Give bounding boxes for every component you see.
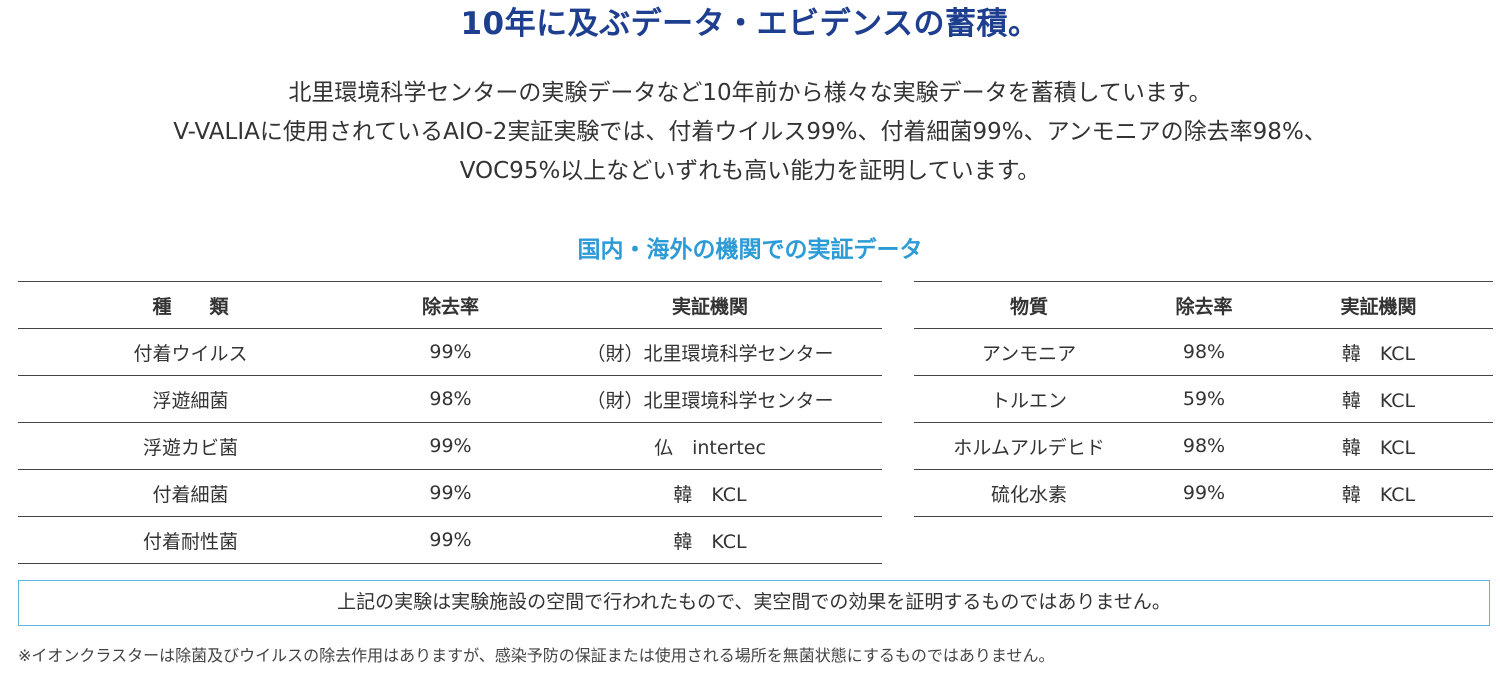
- substance-cell: トルエン: [914, 375, 1144, 423]
- institution-cell: 韓 KCL: [1264, 328, 1493, 376]
- rate-cell: 98%: [1144, 422, 1264, 470]
- table-row: 浮遊カビ菌 99% 仏 intertec: [18, 422, 882, 470]
- type-cell: 付着耐性菌: [18, 516, 363, 564]
- table-header-row: 種 類 除去率 実証機関: [18, 281, 882, 329]
- institution-cell: （財）北里環境科学センター: [538, 328, 882, 376]
- rate-cell: 59%: [1144, 375, 1264, 423]
- table-row: 浮遊細菌 98% （財）北里環境科学センター: [18, 375, 882, 423]
- intro-line-1: 北里環境科学センターの実験データなど10年前から様々な実験データを蓄積しています…: [288, 80, 1212, 106]
- table-header-row: 物質 除去率 実証機関: [914, 281, 1493, 329]
- footnote: ※イオンクラスターは除菌及びウイルスの除去作用はありますが、感染予防の保証または…: [18, 646, 1055, 665]
- section-title: 国内・海外の機関での実証データ: [577, 237, 923, 263]
- rate-cell: 99%: [1144, 469, 1264, 517]
- table-row: ホルムアルデヒド 98% 韓 KCL: [914, 422, 1493, 470]
- substance-cell: アンモニア: [914, 328, 1144, 376]
- rate-cell: 99%: [363, 469, 538, 517]
- institution-cell: 仏 intertec: [538, 422, 882, 470]
- header-type: 種 類: [18, 281, 363, 329]
- institution-cell: 韓 KCL: [538, 516, 882, 564]
- type-cell: 浮遊細菌: [18, 375, 363, 423]
- header-institution: 実証機関: [538, 281, 882, 329]
- header-institution: 実証機関: [1264, 281, 1493, 329]
- page-headline: 10年に及ぶデータ・エビデンスの蓄積。: [460, 6, 1040, 42]
- substance-cell: 硫化水素: [914, 469, 1144, 517]
- verification-table-substances: 物質 除去率 実証機関 アンモニア 98% 韓 KCL トルエン 59% 韓 K…: [914, 281, 1493, 517]
- rate-cell: 99%: [363, 516, 538, 564]
- table-row: 付着耐性菌 99% 韓 KCL: [18, 516, 882, 564]
- rate-cell: 98%: [1144, 328, 1264, 376]
- intro-text: 北里環境科学センターの実験データなど10年前から様々な実験データを蓄積しています…: [0, 74, 1500, 191]
- header-removal-rate: 除去率: [1144, 281, 1264, 329]
- verification-table-types: 種 類 除去率 実証機関 付着ウイルス 99% （財）北里環境科学センター 浮遊…: [18, 281, 882, 564]
- disclaimer-box: 上記の実験は実験施設の空間で行われたもので、実空間での効果を証明するものではあり…: [18, 580, 1490, 626]
- table-row: アンモニア 98% 韓 KCL: [914, 328, 1493, 376]
- institution-cell: 韓 KCL: [1264, 422, 1493, 470]
- rate-cell: 99%: [363, 328, 538, 376]
- intro-line-3: VOC95%以上などいずれも高い能力を証明しています。: [459, 158, 1041, 184]
- institution-cell: 韓 KCL: [538, 469, 882, 517]
- table-row: トルエン 59% 韓 KCL: [914, 375, 1493, 423]
- type-cell: 付着ウイルス: [18, 328, 363, 376]
- substance-cell: ホルムアルデヒド: [914, 422, 1144, 470]
- institution-cell: 韓 KCL: [1264, 469, 1493, 517]
- table-row: 硫化水素 99% 韓 KCL: [914, 469, 1493, 517]
- rate-cell: 98%: [363, 375, 538, 423]
- table-row: 付着細菌 99% 韓 KCL: [18, 469, 882, 517]
- institution-cell: （財）北里環境科学センター: [538, 375, 882, 423]
- table-row: 付着ウイルス 99% （財）北里環境科学センター: [18, 328, 882, 376]
- type-cell: 付着細菌: [18, 469, 363, 517]
- intro-line-2: V-VALIAに使用されているAIO-2実証実験では、付着ウイルス99%、付着細…: [173, 119, 1327, 145]
- header-substance: 物質: [914, 281, 1144, 329]
- institution-cell: 韓 KCL: [1264, 375, 1493, 423]
- rate-cell: 99%: [363, 422, 538, 470]
- type-cell: 浮遊カビ菌: [18, 422, 363, 470]
- header-removal-rate: 除去率: [363, 281, 538, 329]
